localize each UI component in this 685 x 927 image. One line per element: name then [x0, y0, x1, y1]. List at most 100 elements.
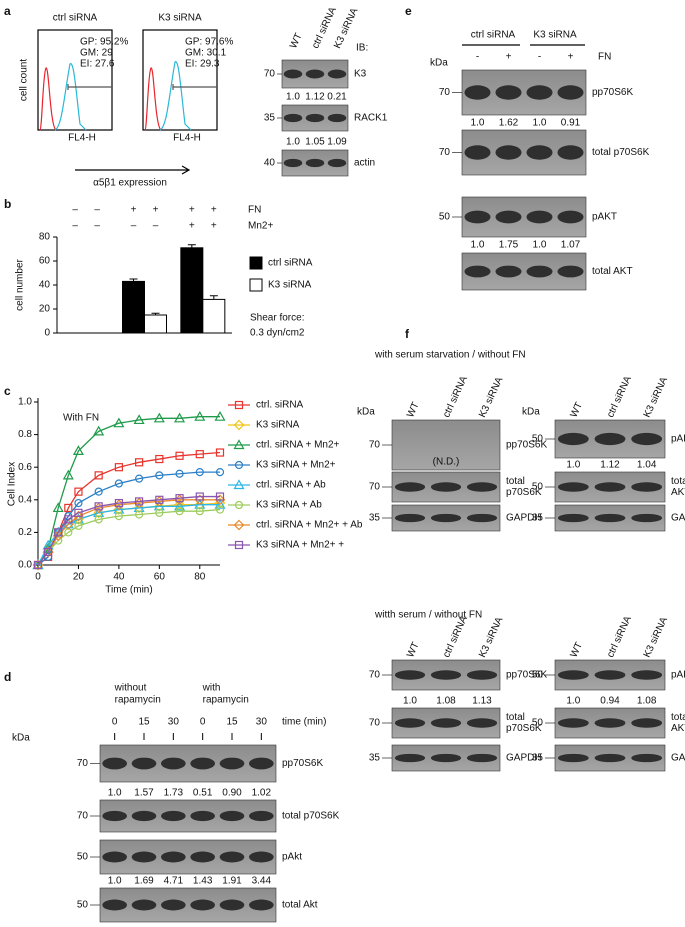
blot-label: GAPDH: [671, 753, 685, 764]
y-tick-label: 60: [39, 256, 51, 267]
point: [72, 445, 84, 455]
condition-sign: +: [189, 221, 195, 232]
column-label: +: [506, 52, 512, 63]
column-label: K3 siRNA: [642, 615, 670, 659]
legend-label: K3 siRNA: [268, 280, 312, 291]
blot-band: [305, 69, 325, 79]
y-tick-label: 0.4: [18, 494, 32, 505]
blot-label: total: [506, 712, 525, 723]
histogram-caption: α5β1 expression: [93, 178, 167, 189]
condition-sign: +: [211, 221, 217, 232]
band-quantity: 1.91: [222, 876, 242, 887]
histogram-drawings: [37, 29, 585, 175]
band-quantity: 1.09: [327, 137, 347, 148]
blot-band: [557, 210, 584, 224]
legend-marker: [234, 400, 244, 410]
kda-marker: 35: [369, 513, 381, 524]
blot-band: [394, 718, 426, 728]
point: [174, 499, 185, 511]
kda-marker: 70: [369, 670, 381, 681]
point: [153, 412, 165, 423]
kda-marker: 70: [77, 811, 89, 822]
y-axis-label: cell number: [15, 258, 26, 310]
condition-sign: –: [131, 221, 137, 232]
blot-label: pAKT: [592, 212, 617, 223]
column-label: 0: [200, 717, 206, 728]
point: [94, 502, 103, 511]
blot-band: [631, 753, 663, 763]
kda-marker: 50: [77, 900, 89, 911]
blot-band: [526, 145, 553, 160]
histogram-curve: [144, 67, 162, 131]
condition-sign: –: [72, 221, 78, 232]
point: [153, 500, 165, 512]
blot-band: [327, 158, 347, 168]
kda-marker: 70: [369, 440, 381, 451]
histogram-frame: [37, 29, 113, 131]
histogram-frame: [142, 29, 218, 131]
point: [174, 500, 186, 511]
blot-band: [557, 265, 584, 278]
blot-band: [557, 753, 589, 763]
column-label: 30: [168, 717, 180, 728]
condition-label: Mn2+: [248, 221, 273, 232]
blot-band: [466, 718, 498, 728]
point: [133, 502, 145, 514]
blot-band: [249, 899, 274, 911]
blot-band: [161, 810, 186, 822]
x-tick-label: 80: [194, 572, 206, 583]
blot-band: [594, 670, 626, 680]
blot-band: [327, 69, 347, 79]
point: [195, 450, 204, 459]
band-quantity: 0.94: [600, 696, 620, 707]
blot-label: GAPDH: [671, 513, 685, 524]
blot-band: [102, 757, 127, 770]
kda-marker: 35: [532, 753, 544, 764]
y-tick-label: 0.8: [18, 429, 32, 440]
kda-marker: 40: [264, 158, 276, 169]
blot-label: total p70S6K: [592, 147, 650, 158]
blot-band: [464, 265, 491, 278]
blot-band: [161, 899, 186, 911]
blot-band: [430, 753, 462, 763]
blot-label: p70S6K: [506, 723, 542, 734]
bar: [180, 247, 204, 334]
band-quantity: 1.0: [286, 92, 300, 103]
blot-band: [466, 482, 498, 492]
point: [94, 471, 103, 480]
legend-marker: [233, 519, 245, 531]
x-tick-label: 60: [154, 572, 166, 583]
condition-label: FN: [248, 205, 261, 216]
band-quantity: 1.57: [134, 788, 154, 799]
histogram-title: ctrl siRNA: [53, 13, 98, 24]
blot-label: AKT: [671, 487, 685, 498]
blot-band: [557, 432, 589, 446]
band-quantity: 0.51: [193, 788, 213, 799]
point: [44, 547, 53, 557]
blot-band: [327, 113, 347, 123]
band-quantity: 0.90: [222, 788, 242, 799]
point: [74, 508, 83, 517]
blot-label: pAkt: [282, 852, 302, 863]
kda-marker: 50: [532, 670, 544, 681]
blot-band: [131, 851, 157, 863]
band-quantity: 1.0: [566, 460, 580, 471]
blot-band: [631, 670, 663, 680]
point: [74, 498, 83, 508]
blot-label: total: [671, 712, 685, 723]
point: [195, 492, 204, 501]
error-bar: [209, 295, 218, 300]
column-label: 15: [226, 717, 238, 728]
legend-label: ctrl. siRNA + Ab: [256, 480, 326, 491]
column-label: 30: [256, 717, 268, 728]
point: [214, 498, 226, 509]
blot-band: [594, 513, 626, 523]
blot-band: [283, 69, 303, 79]
point: [215, 505, 225, 514]
point: [155, 508, 164, 517]
blot-band: [131, 757, 157, 770]
y-axis-label: Cell Index: [7, 462, 18, 506]
point: [215, 492, 225, 501]
blot-band: [495, 85, 522, 100]
kda-marker: 70: [264, 69, 276, 80]
